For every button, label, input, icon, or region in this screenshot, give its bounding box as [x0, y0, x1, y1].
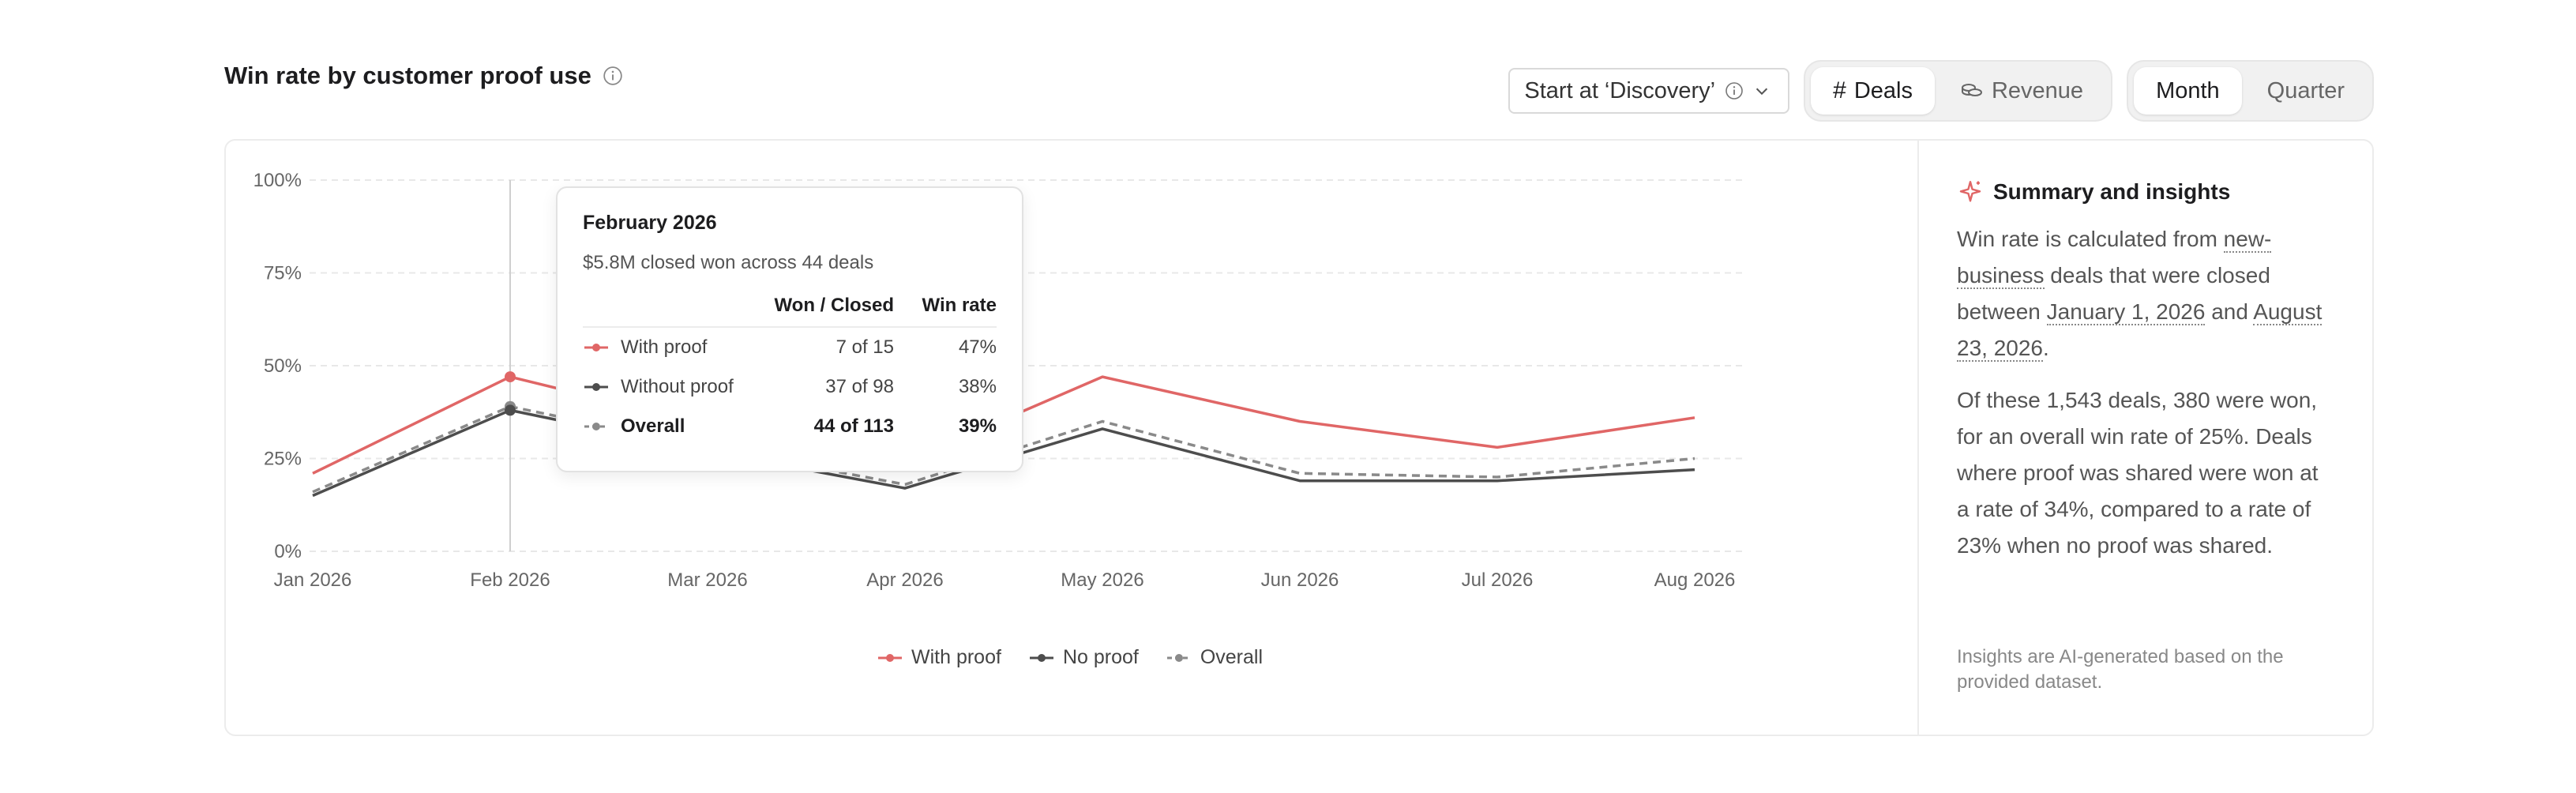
insights-text: Win rate is calculated from — [1957, 227, 2224, 251]
quarter-tab-label: Quarter — [2266, 77, 2345, 103]
y-tick-label: 50% — [264, 355, 302, 377]
metric-toggle: # Deals Revenue — [1804, 60, 2113, 122]
stage-dropdown[interactable]: Start at ‘Discovery’ — [1508, 68, 1790, 114]
insights-text: and — [2205, 299, 2254, 324]
insights-title: Summary and insights — [1993, 179, 2231, 204]
tooltip-row-without-proof: Without proof 37 of 98 38% — [583, 367, 997, 407]
chart-controls: Start at ‘Discovery’ # Deals Revenue Mon… — [1508, 60, 2374, 122]
insights-footnote: Insights are AI-generated based on the p… — [1957, 646, 2284, 693]
x-tick-label: Jan 2026 — [274, 569, 352, 591]
series-line-overall — [312, 404, 1695, 494]
tooltip-row-won: 37 of 98 — [825, 376, 894, 397]
x-tick-label: Jun 2026 — [1261, 569, 1339, 591]
x-tick-label: Mar 2026 — [667, 569, 747, 591]
tooltip-row-overall: Overall 44 of 113 39% — [583, 407, 997, 446]
legend-label: No proof — [1062, 646, 1139, 668]
sparkle-icon — [1959, 181, 1981, 202]
x-tick-label: May 2026 — [1061, 569, 1143, 591]
info-icon — [1725, 82, 1743, 100]
y-tick-label: 75% — [264, 263, 302, 284]
overall-legend-icon — [1166, 653, 1191, 662]
deals-tab-label: Deals — [1853, 77, 1913, 103]
stage-dropdown-label: Start at ‘Discovery’ — [1524, 77, 1716, 103]
overall-marker-icon — [584, 423, 608, 430]
legend-item-no-proof[interactable]: No proof — [1028, 646, 1139, 669]
tooltip-row-rate: 38% — [958, 376, 997, 397]
with-proof-legend-icon — [878, 653, 902, 662]
period-toggle: Month Quarter — [2127, 60, 2374, 122]
end-date-link[interactable]: August 23, 2026 — [1957, 299, 2323, 362]
tooltip-col-won: Won / Closed — [774, 295, 894, 316]
insights-text: deals that were closed between — [1957, 263, 2270, 324]
info-icon[interactable] — [603, 66, 623, 86]
chart-legend: With proof No proof Overall — [877, 646, 1263, 669]
x-tick-label: Apr 2026 — [866, 569, 943, 591]
tooltip-col-rate: Win rate — [922, 295, 997, 316]
quarter-tab[interactable]: Quarter — [2245, 67, 2367, 115]
revenue-tab[interactable]: Revenue — [1938, 67, 2105, 115]
insights-paragraph-2: Of these 1,543 deals, 380 were won, for … — [1957, 388, 2319, 558]
chevron-down-icon — [1756, 88, 1768, 96]
insights-paragraph-1: Win rate is calculated from new-business… — [1957, 221, 2336, 366]
with-proof-marker-icon — [584, 344, 608, 351]
data-point-no-proof — [505, 404, 516, 416]
month-tab[interactable]: Month — [2134, 67, 2242, 115]
insights-header: Summary and insights — [1957, 179, 2336, 205]
x-tick-label: Aug 2026 — [1654, 569, 1736, 591]
tooltip-subtitle: $5.8M closed won across 44 deals — [583, 252, 874, 273]
tooltip-row-rate: 39% — [958, 415, 997, 437]
tooltip-row-label: Without proof — [621, 376, 734, 397]
tooltip-row-label: With proof — [621, 336, 708, 358]
data-point-with-proof — [505, 371, 516, 383]
y-tick-label: 100% — [253, 170, 302, 191]
start-date-link[interactable]: January 1, 2026 — [2046, 299, 2206, 325]
tooltip-title: February 2026 — [583, 212, 717, 234]
legend-item-with-proof[interactable]: With proof — [877, 646, 1001, 669]
tooltip-row-label: Overall — [621, 415, 685, 437]
no-proof-marker-icon — [584, 383, 608, 391]
page-title: Win rate by customer proof use — [224, 62, 591, 89]
y-tick-label: 25% — [264, 449, 302, 470]
legend-label: With proof — [911, 646, 1001, 668]
tooltip-row-won: 7 of 15 — [836, 336, 894, 358]
x-tick-label: Jul 2026 — [1462, 569, 1534, 591]
tooltip-row-rate: 47% — [958, 336, 997, 358]
coins-icon — [1961, 84, 1982, 96]
hash-icon: # — [1833, 77, 1846, 103]
revenue-tab-label: Revenue — [1991, 77, 2084, 103]
card-divider — [1917, 139, 1919, 736]
tooltip-row-with-proof: With proof 7 of 15 47% — [583, 328, 997, 367]
deals-tab[interactable]: # Deals — [1811, 67, 1935, 115]
no-proof-legend-icon — [1029, 653, 1053, 662]
tooltip-header: Won / Closed Win rate — [583, 295, 997, 328]
insights-text: . — [2043, 336, 2049, 360]
y-tick-label: 0% — [274, 541, 302, 562]
chart-title-row: Win rate by customer proof use — [224, 62, 623, 90]
chart-tooltip: February 2026 $5.8M closed won across 44… — [556, 186, 1023, 472]
legend-label: Overall — [1200, 646, 1264, 668]
x-tick-label: Feb 2026 — [470, 569, 550, 591]
new-business-link[interactable]: new-business — [1957, 227, 2272, 289]
insights-panel: Summary and insights Win rate is calcula… — [1957, 179, 2336, 564]
month-tab-label: Month — [2156, 77, 2220, 103]
tooltip-row-won: 44 of 113 — [813, 415, 894, 437]
legend-item-overall[interactable]: Overall — [1166, 646, 1263, 669]
